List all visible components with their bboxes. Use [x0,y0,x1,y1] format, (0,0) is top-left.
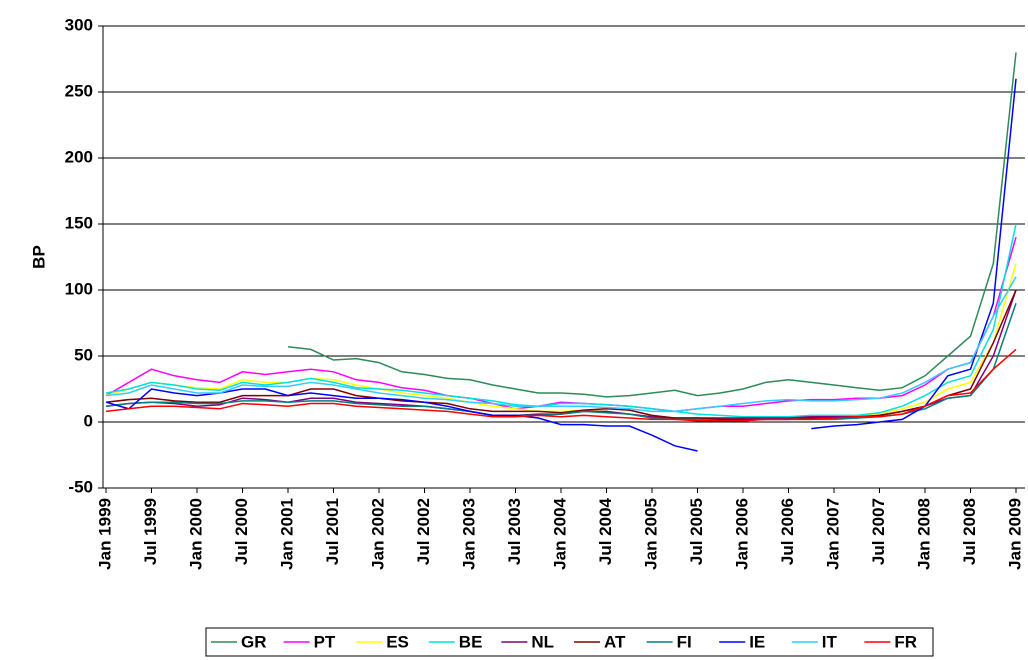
legend-label: IT [822,632,838,651]
series-line [105,388,698,452]
x-tick-label: Jul 2003 [505,498,524,565]
x-tick-label: Jan 2006 [732,498,751,570]
x-tick-label: Jan 2008 [914,498,933,570]
legend-label: IE [749,632,765,651]
legend-label: GR [241,632,267,651]
x-tick-label: Jul 2000 [232,498,251,565]
y-tick-label: 300 [65,15,93,34]
series-line [105,289,1017,421]
x-tick-label: Jul 2008 [960,498,979,565]
y-tick-label: 150 [65,213,93,232]
x-tick-label: Jan 2002 [368,498,387,570]
y-tick-label: 100 [65,279,93,298]
legend: GR PT ES BE NL AT FI IE IT FR [205,627,934,657]
series-line [811,78,1017,430]
x-tick-label: Jul 1999 [141,498,160,565]
x-tick-label: Jul 2001 [323,498,342,565]
series-line [105,348,1017,422]
legend-label: AT [604,632,626,651]
legend-label: PT [314,632,336,651]
x-tick-label: Jan 2007 [823,498,842,570]
y-tick-label: -50 [68,477,93,496]
legend-label: FI [677,632,692,651]
y-axis-label: BP [29,245,48,269]
series-line [105,236,1017,413]
x-tick-label: Jan 2001 [277,498,296,570]
legend-label: BE [459,632,483,651]
x-tick-label: Jan 2009 [1005,498,1024,570]
x-tick-label: Jan 1999 [95,498,114,570]
y-tick-label: 200 [65,147,93,166]
x-tick-label: Jul 2007 [869,498,888,565]
legend-label: FR [894,632,917,651]
x-tick-label: Jan 2000 [186,498,205,570]
legend-label: NL [531,632,554,651]
x-tick-label: Jul 2006 [778,498,797,565]
series-line [105,302,1017,422]
x-tick-label: Jan 2005 [641,498,660,570]
series-line [105,276,1017,413]
x-tick-label: Jul 2004 [596,497,615,565]
y-tick-label: 50 [74,345,93,364]
x-tick-label: Jul 2002 [414,498,433,565]
x-tick-label: Jan 2003 [459,498,478,570]
x-tick-label: Jul 2005 [687,498,706,565]
y-tick-label: 0 [84,411,93,430]
legend-label: ES [386,632,409,651]
series-line [287,52,1017,398]
x-tick-label: Jan 2004 [550,497,569,569]
series-line [105,223,1017,418]
y-tick-label: 250 [65,81,93,100]
